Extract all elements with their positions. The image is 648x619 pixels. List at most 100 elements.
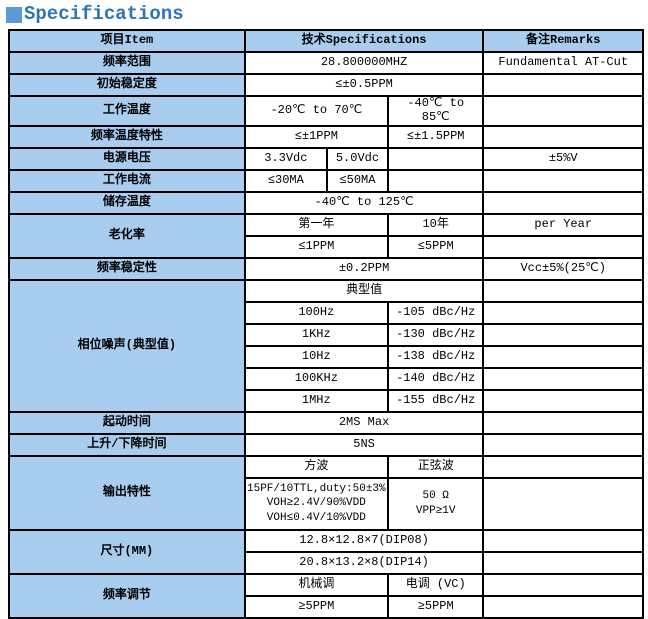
- spec-value-cell: -138 dBc/Hz: [386, 344, 485, 369]
- spec-value-cell: 1MHz: [243, 388, 389, 413]
- remark-cell: [482, 95, 644, 127]
- spec-row-label: 起动时间: [8, 410, 246, 435]
- spec-value-cell: 5.0Vdc: [325, 146, 389, 171]
- spec-value-cell: 5NS: [243, 432, 485, 457]
- header-item: 项目Item: [8, 29, 246, 53]
- title-square-bullet-icon: [6, 7, 22, 23]
- spec-value-cell: -155 dBc/Hz: [386, 388, 485, 413]
- remark-cell: [482, 454, 644, 479]
- remark-cell: [482, 234, 644, 259]
- specifications-table: 项目Item 技术Specifications 备注Remarks 频率范围 28…: [8, 29, 644, 619]
- spec-value-cell: ±0.2PPM: [243, 256, 485, 281]
- remark-cell: [482, 168, 644, 193]
- header-remarks: 备注Remarks: [482, 29, 644, 53]
- remark-cell: [482, 322, 644, 347]
- table-row: 100Hz -105 dBc/Hz: [9, 300, 644, 325]
- remark-cell: ±5%V: [482, 146, 644, 171]
- spec-value-cell: 50 Ω VPP≥1V: [386, 476, 485, 531]
- table-row: 相位噪声(典型值) 典型值: [8, 278, 644, 413]
- remark-cell: [482, 278, 644, 303]
- remark-cell: [482, 366, 644, 391]
- remark-cell: [482, 594, 644, 619]
- spec-row-label: 尺寸(MM): [8, 528, 246, 575]
- spec-row-label: 频率温度特性: [8, 124, 246, 149]
- table-row: 20.8×13.2×8(DIP14): [9, 550, 644, 575]
- spec-value-cell: -40℃ to 125℃: [243, 190, 485, 215]
- remark-cell: [482, 388, 644, 413]
- remark-cell: [482, 73, 644, 97]
- spec-value-cell: 电调 (VC): [386, 572, 485, 597]
- header-specifications: 技术Specifications: [243, 29, 485, 53]
- spec-value-cell: ≤1PPM: [243, 234, 389, 259]
- table-row: 工作温度 -20℃ to 70℃ -40℃ to 85℃: [8, 95, 644, 127]
- table-row: 1KHz -130 dBc/Hz: [9, 322, 644, 347]
- remark-cell: per Year: [482, 212, 644, 237]
- spec-value-cell: -20℃ to 70℃: [243, 95, 389, 127]
- spec-value-cell: 100Hz: [243, 300, 389, 325]
- table-row: 输出特性 方波 正弦波: [8, 454, 644, 531]
- spec-row-label: 频率范围: [8, 51, 246, 75]
- table-row: 频率调节 机械调 电调 (VC): [8, 572, 644, 619]
- spec-value-cell: 正弦波: [386, 454, 485, 479]
- spec-value-cell: 第一年: [243, 212, 389, 237]
- remark-cell: [482, 572, 644, 597]
- spec-value-cell: ≤30MA: [243, 168, 328, 193]
- spec-row-label: 老化率: [8, 212, 246, 259]
- spec-value-cell: 10年: [386, 212, 485, 237]
- table-row: 初始稳定度 ≤±0.5PPM: [8, 73, 644, 97]
- spec-value-cell: 1KHz: [243, 322, 389, 347]
- table-row: 15PF/10TTL,duty:50±3% VOH≥2.4V/90%VDD VO…: [9, 476, 644, 531]
- spec-value-cell: ≤±1PPM: [243, 124, 389, 149]
- table-body: 频率范围 28.800000MHZ Fundamental AT-Cut 初始稳定度 ≤…: [8, 51, 644, 619]
- table-row: 工作电流 ≤30MA ≤50MA: [8, 168, 644, 193]
- table-row: 1MHz -155 dBc/Hz: [9, 388, 644, 413]
- remark-cell: [482, 300, 644, 325]
- spec-value-cell: -140 dBc/Hz: [386, 366, 485, 391]
- spec-row-label: 工作温度: [8, 95, 246, 127]
- spec-value-cell: 2MS Max: [243, 410, 485, 435]
- spec-value-cell: 方波: [243, 454, 389, 479]
- spec-value-cell: 15PF/10TTL,duty:50±3% VOH≥2.4V/90%VDD VO…: [243, 476, 389, 531]
- spec-value-cell: 10Hz: [243, 344, 389, 369]
- spec-value-cell: ≤±0.5PPM: [243, 73, 485, 97]
- table-row: 频率范围 28.800000MHZ Fundamental AT-Cut: [8, 51, 644, 75]
- remark-cell: [482, 190, 644, 215]
- spec-value-cell: [386, 168, 485, 193]
- remark-cell: [482, 344, 644, 369]
- table-row: 上升/下降时间 5NS: [8, 432, 644, 457]
- spec-value-cell: 12.8×12.8×7(DIP08): [243, 528, 485, 553]
- table-row: 频率温度特性 ≤±1PPM ≤±1.5PPM: [8, 124, 644, 149]
- remark-cell: [482, 432, 644, 457]
- spec-row-label: 上升/下降时间: [8, 432, 246, 457]
- table-row: 10Hz -138 dBc/Hz: [9, 344, 644, 369]
- remark-cell: [482, 124, 644, 149]
- spec-value-cell: 3.3Vdc: [243, 146, 328, 171]
- spec-value-cell: 28.800000MHZ: [243, 51, 485, 75]
- table-row: 尺寸(MM) 12.8×12.8×7(DIP08): [8, 528, 644, 575]
- spec-value-cell: -40℃ to 85℃: [386, 95, 485, 127]
- remark-cell: Fundamental AT-Cut: [482, 51, 644, 75]
- spec-value-cell: ≥5PPM: [386, 594, 485, 619]
- table-row: 储存温度 -40℃ to 125℃: [8, 190, 644, 215]
- spec-row-label: 电源电压: [8, 146, 246, 171]
- remark-cell: [482, 476, 644, 531]
- spec-value-cell: ≤5PPM: [386, 234, 485, 259]
- remark-cell: Vcc±5%(25℃): [482, 256, 644, 281]
- spec-row-label: 频率稳定性: [8, 256, 246, 281]
- table-row: 老化率 第一年 10年 per Year: [8, 212, 644, 259]
- section-title-text: Specifications: [24, 3, 184, 25]
- spec-value-cell: ≥5PPM: [243, 594, 389, 619]
- section-title: Specifications: [6, 3, 648, 25]
- spec-value-cell: ≤±1.5PPM: [386, 124, 485, 149]
- spec-value-cell: 100KHz: [243, 366, 389, 391]
- spec-value-cell: ≤50MA: [325, 168, 389, 193]
- spec-row-label: 工作电流: [8, 168, 246, 193]
- table-row: 频率稳定性 ±0.2PPM Vcc±5%(25℃): [8, 256, 644, 281]
- table-row: ≤1PPM ≤5PPM: [9, 234, 644, 259]
- spec-row-label: 相位噪声(典型值): [8, 278, 246, 413]
- remark-cell: [482, 528, 644, 553]
- spec-row-label: 储存温度: [8, 190, 246, 215]
- table-row: 起动时间 2MS Max: [8, 410, 644, 435]
- table-header-row: 项目Item 技术Specifications 备注Remarks: [8, 29, 644, 53]
- spec-value-cell: -130 dBc/Hz: [386, 322, 485, 347]
